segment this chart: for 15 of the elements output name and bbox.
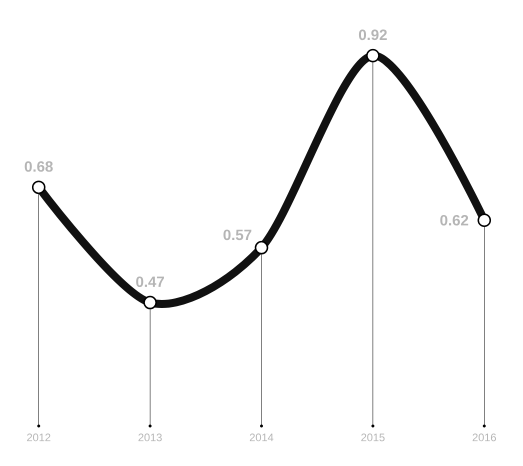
- data-label: 0.62: [440, 214, 468, 226]
- x-tick-label: 2014: [250, 434, 274, 442]
- data-label: 0.57: [223, 230, 252, 240]
- point: [366, 48, 380, 62]
- point: [254, 240, 268, 254]
- data-label: 0.68: [24, 161, 53, 172]
- x-tick-label: 2013: [138, 434, 162, 442]
- point: [478, 213, 492, 227]
- data-label: 0.47: [136, 276, 164, 288]
- data-label: 0.92: [358, 30, 387, 40]
- x-tick-label: 2016: [472, 434, 496, 442]
- x-tick-label: 2012: [27, 434, 50, 442]
- x-tick-label: 2015: [361, 434, 385, 442]
- point: [32, 180, 46, 194]
- point: [143, 296, 157, 310]
